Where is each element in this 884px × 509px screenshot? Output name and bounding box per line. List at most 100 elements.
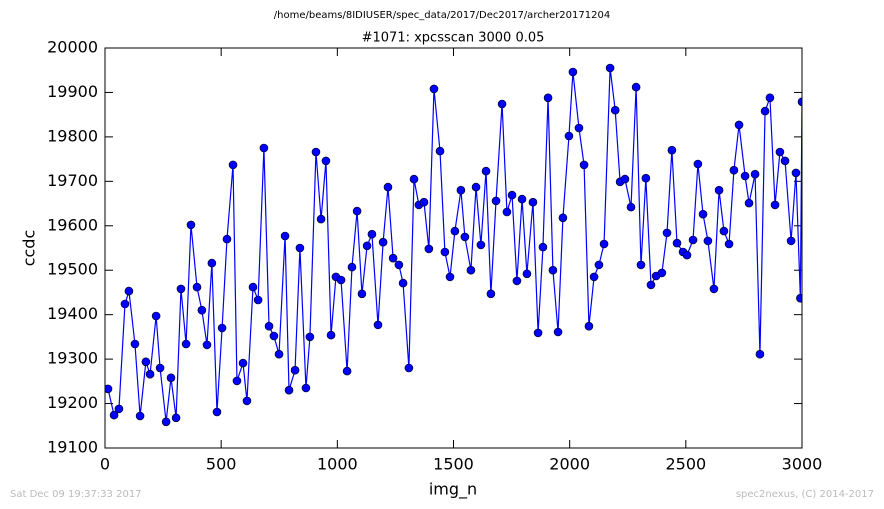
y-axis-label: ccdc	[20, 230, 39, 267]
data-point	[791, 168, 801, 178]
data-point	[186, 220, 196, 230]
data-point	[409, 174, 419, 184]
data-point	[222, 234, 232, 244]
data-point	[558, 213, 568, 223]
data-point	[662, 228, 672, 238]
data-point	[729, 165, 739, 175]
data-point	[228, 160, 238, 170]
data-point	[740, 171, 750, 181]
data-point	[502, 207, 512, 217]
data-point	[714, 185, 724, 195]
data-point	[145, 369, 155, 379]
data-point	[109, 410, 119, 420]
data-point	[564, 131, 574, 141]
data-point	[553, 327, 563, 337]
data-point	[491, 196, 501, 206]
data-point	[202, 340, 212, 350]
y-tick-label: 19500	[47, 260, 98, 279]
x-tick-label: 1000	[317, 455, 358, 474]
data-point	[528, 197, 538, 207]
data-point	[347, 262, 357, 272]
y-tick-label: 19100	[47, 438, 98, 457]
data-point	[605, 63, 615, 73]
plot-area	[105, 63, 802, 427]
data-point	[207, 258, 217, 268]
data-point	[212, 407, 222, 417]
y-tick-label: 19600	[47, 215, 98, 234]
data-point	[641, 173, 651, 183]
data-point	[548, 265, 558, 275]
data-point	[419, 197, 429, 207]
data-point	[120, 299, 130, 309]
data-point	[610, 105, 620, 115]
data-point	[141, 357, 151, 367]
y-tick-label: 20000	[47, 38, 98, 57]
y-tick-label: 19400	[47, 304, 98, 323]
data-point	[135, 411, 145, 421]
data-point	[316, 214, 326, 224]
data-point	[688, 235, 698, 245]
chart-title: #1071: xpcsscan 3000 0.05	[362, 31, 545, 46]
data-point	[440, 247, 450, 257]
data-point	[357, 289, 367, 299]
y-tick-label: 19300	[47, 349, 98, 368]
data-point	[429, 84, 439, 94]
data-point	[584, 321, 594, 331]
data-point	[373, 320, 383, 330]
data-point	[124, 286, 134, 296]
data-point	[797, 97, 802, 107]
y-tick-label: 19200	[47, 393, 98, 412]
data-point	[264, 321, 274, 331]
data-point	[242, 396, 252, 406]
data-point	[290, 365, 300, 375]
chart-suptitle: /home/beams/8IDIUSER/spec_data/2017/Dec2…	[274, 10, 610, 21]
data-point	[589, 272, 599, 282]
data-point	[383, 182, 393, 192]
data-point	[450, 226, 460, 236]
x-tick-label: 2000	[549, 455, 590, 474]
data-point	[155, 363, 165, 373]
data-point	[105, 384, 113, 394]
data-point	[594, 260, 604, 270]
plot-frame	[104, 47, 803, 449]
x-tick-label: 0	[100, 455, 110, 474]
data-point	[734, 120, 744, 130]
data-point	[543, 93, 553, 103]
data-point	[326, 330, 336, 340]
data-point	[404, 363, 414, 373]
data-point	[435, 146, 445, 156]
x-axis-label: img_n	[429, 480, 477, 500]
data-point	[367, 229, 377, 239]
data-point	[311, 147, 321, 157]
data-point	[151, 311, 161, 321]
data-point	[295, 243, 305, 253]
data-point	[507, 190, 517, 200]
data-point	[667, 145, 677, 155]
x-tick-label: 500	[206, 455, 237, 474]
data-point	[786, 236, 796, 246]
series-line	[107, 67, 802, 422]
data-point	[217, 323, 227, 333]
data-point	[192, 282, 202, 292]
data-point	[657, 268, 667, 278]
data-point	[269, 331, 279, 341]
data-point	[512, 276, 522, 286]
data-point	[770, 200, 780, 210]
data-point	[161, 417, 171, 427]
data-point	[672, 238, 682, 248]
data-point	[780, 156, 790, 166]
data-point	[719, 226, 729, 236]
data-point	[775, 147, 785, 157]
data-point	[693, 159, 703, 169]
data-point	[631, 82, 641, 92]
data-point	[259, 143, 269, 153]
timestamp: Sat Dec 09 19:37:33 2017	[10, 489, 142, 500]
data-point	[352, 206, 362, 216]
data-point	[305, 332, 315, 342]
data-point	[232, 376, 242, 386]
data-point	[620, 174, 630, 184]
data-point	[579, 160, 589, 170]
data-point	[481, 166, 491, 176]
data-point	[522, 269, 532, 279]
